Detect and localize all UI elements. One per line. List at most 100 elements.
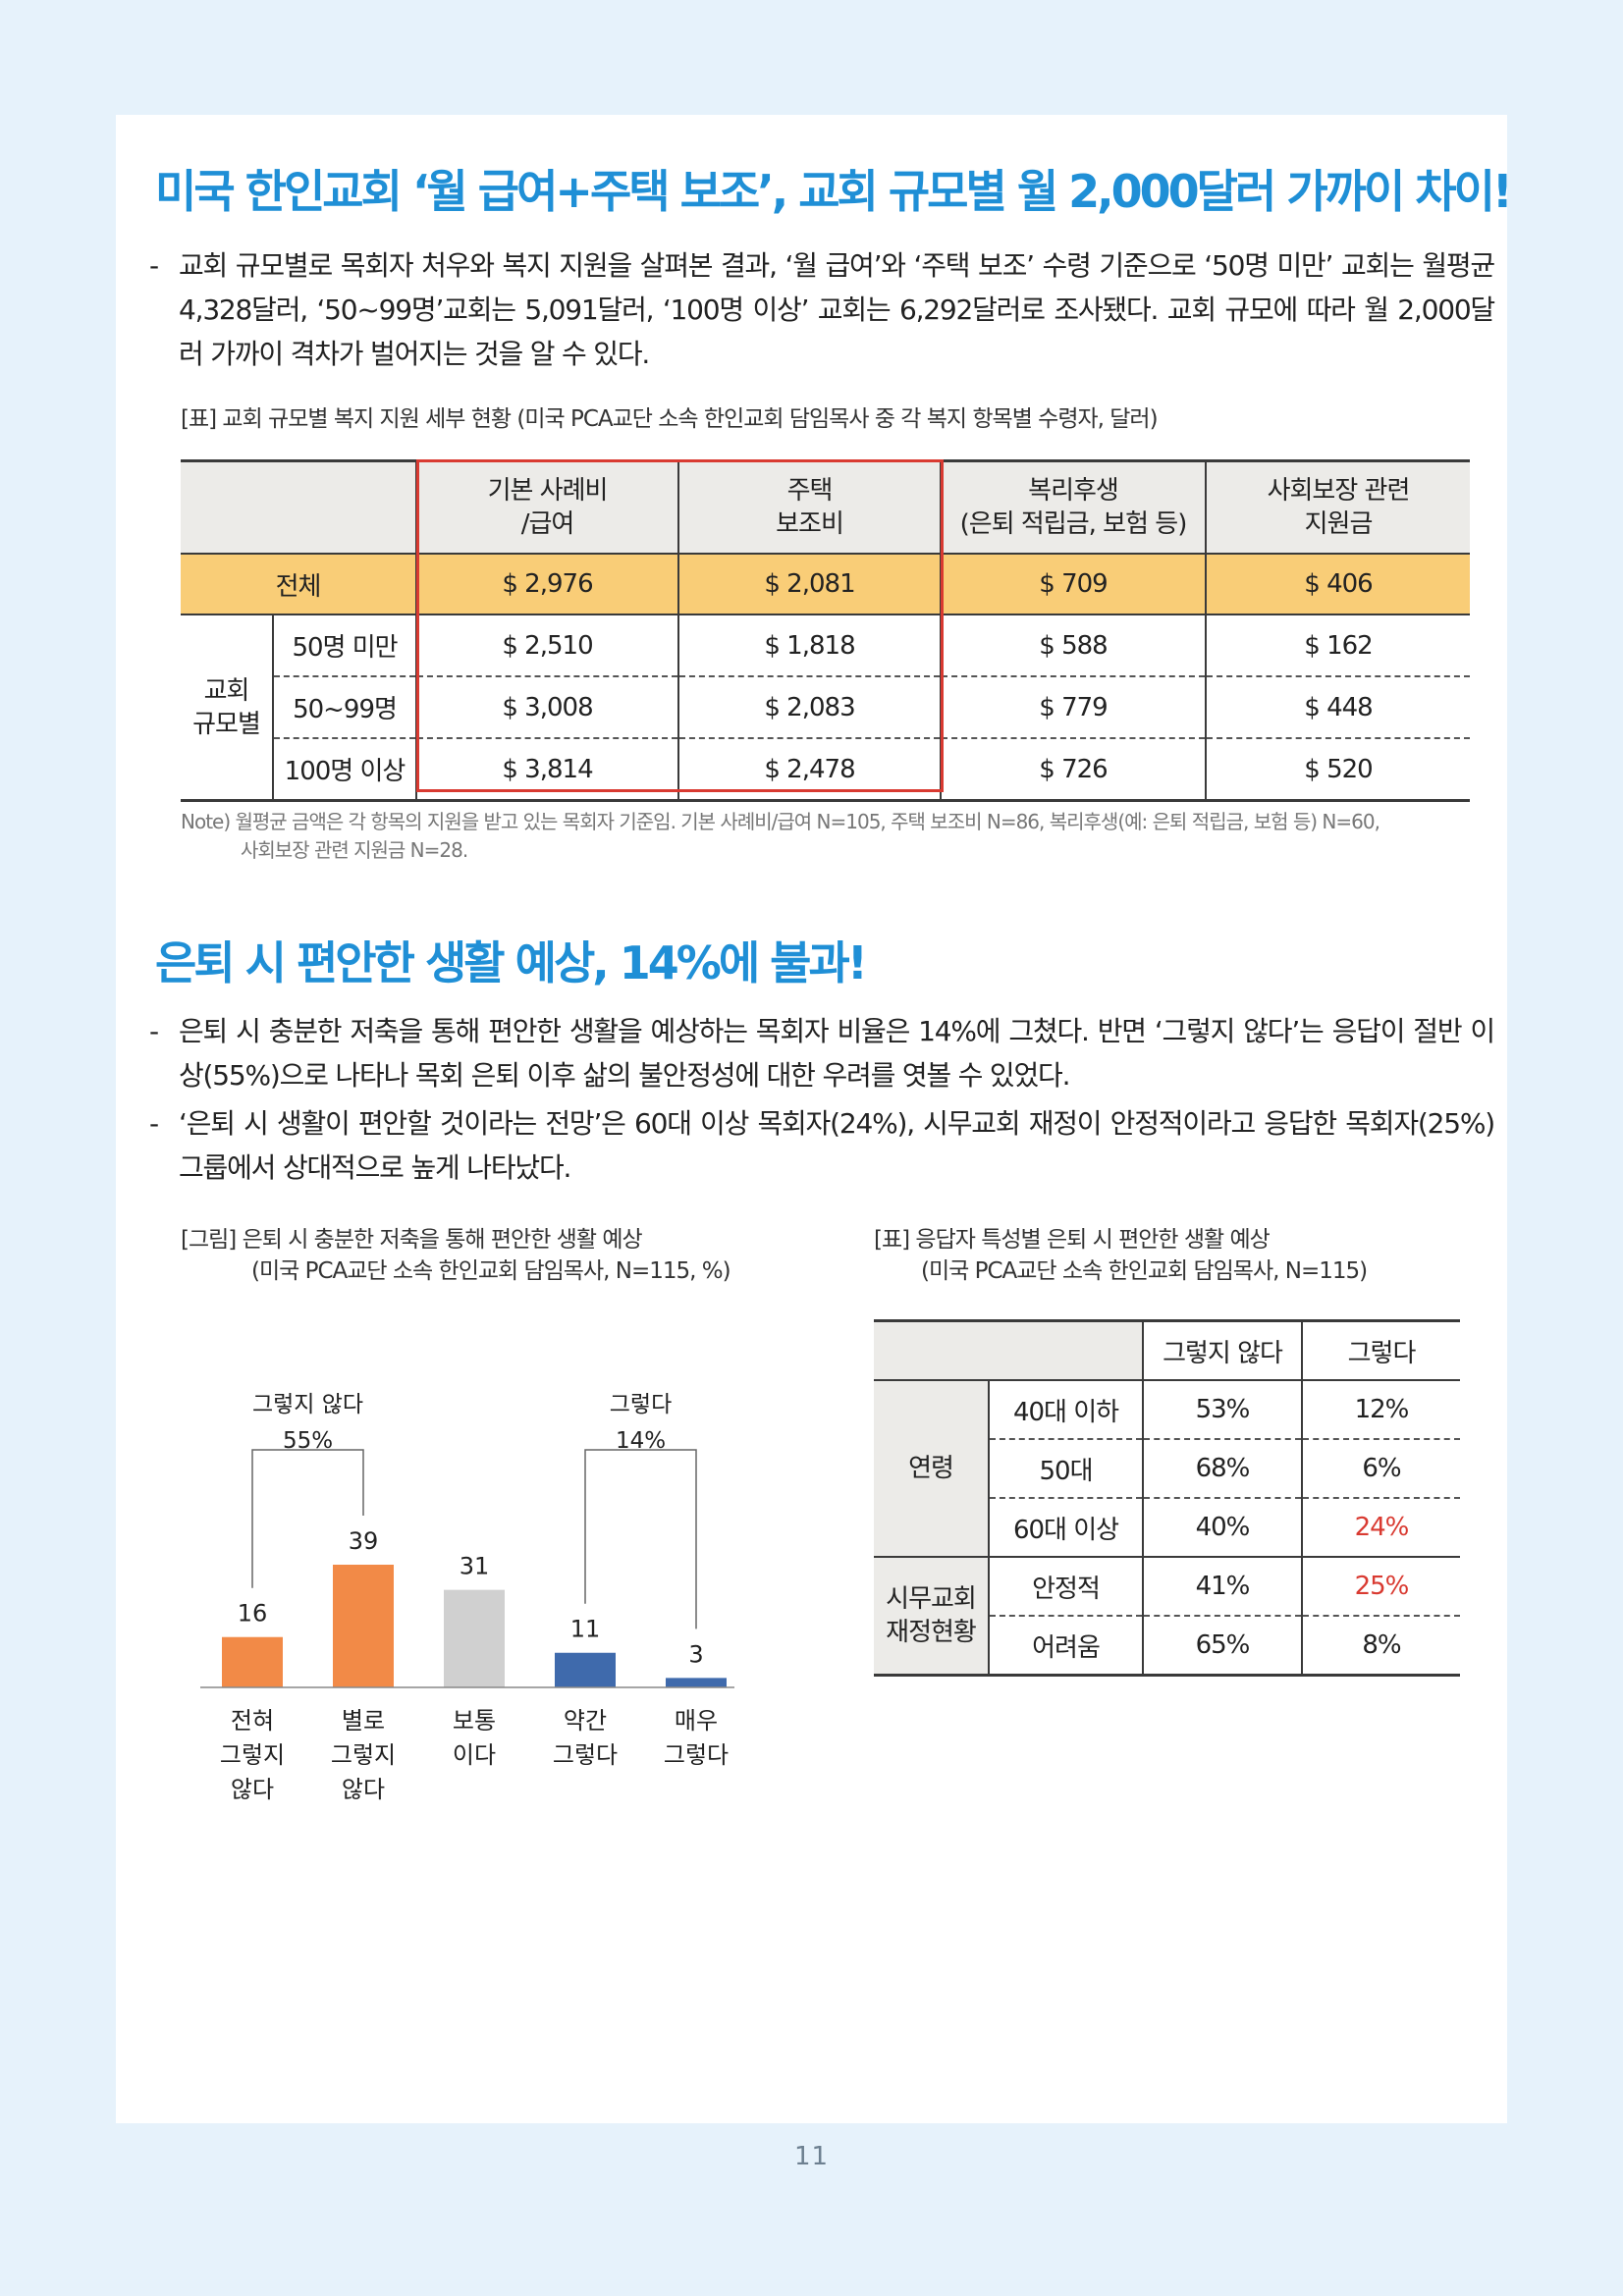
bullet-list-retirement: - 은퇴 시 충분한 저축을 통해 편안한 생활을 예상하는 목회자 비율은 14… — [149, 1009, 1495, 1194]
bullet-item: - ‘은퇴 시 생활이 편안할 것이라는 전망’은 60대 이상 목회자(24%)… — [149, 1101, 1495, 1190]
table-caption-retirement: [표] 응답자 특성별 은퇴 시 편안한 생활 예상 (미국 PCA교단 소속 … — [874, 1224, 1368, 1287]
value-cell: $ 779 — [940, 676, 1206, 739]
bar-value-label: 3 — [688, 1640, 703, 1668]
bar — [333, 1565, 394, 1687]
value-cell: 68% — [1142, 1438, 1302, 1498]
bar — [666, 1678, 727, 1687]
row-label: 안정적 — [988, 1556, 1143, 1616]
page: 미국 한인교회 ‘월 급여+주택 보조’, 교회 규모별 월 2,000달러 가… — [116, 115, 1513, 2123]
value-cell: $ 726 — [940, 738, 1206, 802]
value-cell: 65% — [1142, 1615, 1302, 1677]
value-cell: $ 3,008 — [415, 676, 678, 739]
value-cell: $ 162 — [1205, 614, 1470, 677]
value-cell: 24% — [1301, 1497, 1460, 1557]
value-cell: $ 3,814 — [415, 738, 678, 802]
value-cell: $ 2,976 — [415, 553, 678, 615]
header-cell: 기본 사례비/급여 — [415, 459, 678, 554]
value-cell: $ 1,818 — [677, 614, 941, 677]
category-label: 이다 — [453, 1741, 496, 1769]
group-label: 연령 — [874, 1379, 989, 1557]
row-label: 어려움 — [988, 1615, 1143, 1677]
category-label: 않다 — [231, 1776, 274, 1803]
value-cell: 12% — [1301, 1379, 1460, 1439]
bar — [555, 1652, 616, 1687]
value-cell: $ 2,083 — [677, 676, 941, 739]
header-empty — [181, 459, 416, 554]
value-cell: $ 709 — [940, 553, 1206, 615]
category-label: 그렇다 — [553, 1741, 618, 1769]
salary-table-header: 기본 사례비/급여 주택 보조비 복리후생 (은퇴 적립금, 보험 등) 사회보장 … — [181, 459, 1470, 554]
header-cell: 그렇지 않다 — [1142, 1319, 1302, 1380]
group-label: 시무교회 재정현황 — [874, 1556, 989, 1677]
retirement-bar-chart: 16전혀그렇지않다39별로그렇지않다31보통이다11약간그렇다3매우그렇다그렇지… — [200, 1392, 734, 1803]
salary-row: 100명 이상 $ 3,814 $ 2,478 $ 726 $ 520 — [181, 738, 1470, 802]
bar-value-label: 39 — [349, 1527, 379, 1555]
value-cell: $ 2,081 — [677, 553, 941, 615]
value-cell: $ 2,510 — [415, 614, 678, 677]
value-cell: 25% — [1301, 1556, 1460, 1616]
group-label: 그렇다 — [610, 1392, 672, 1417]
value-cell: $ 520 — [1205, 738, 1470, 802]
category-label: 않다 — [342, 1776, 385, 1803]
value-cell: $ 588 — [940, 614, 1206, 677]
bullet-dash: - — [149, 1015, 159, 1047]
retirement-row: 연령 40대 이하 53% 12% — [874, 1379, 1460, 1557]
group-bracket — [584, 1449, 697, 1629]
category-label: 그렇지 — [331, 1741, 396, 1769]
bar-value-label: 31 — [460, 1553, 490, 1580]
category-label: 전혀 — [231, 1707, 274, 1735]
category-label: 별로 — [342, 1707, 385, 1735]
category-label: 약간 — [564, 1707, 607, 1735]
value-cell: 8% — [1301, 1615, 1460, 1677]
value-cell: $ 406 — [1205, 553, 1470, 615]
header-cell: 그렇다 — [1301, 1319, 1460, 1380]
caption-line: (미국 PCA교단 소속 한인교회 담임목사, N=115, %) — [251, 1258, 731, 1284]
bar-value-label: 11 — [570, 1616, 601, 1643]
caption-line: (미국 PCA교단 소속 한인교회 담임목사, N=115) — [921, 1258, 1368, 1284]
note-line: 사회보장 관련 지원금 N=28. — [241, 838, 468, 862]
value-cell: 53% — [1142, 1379, 1302, 1439]
value-cell: $ 2,478 — [677, 738, 941, 802]
row-label: 50~99명 — [272, 676, 416, 739]
category-label: 그렇다 — [664, 1741, 729, 1769]
group-label: 교회 규모별 — [181, 614, 273, 802]
caption-line: [표] 응답자 특성별 은퇴 시 편안한 생활 예상 — [874, 1227, 1271, 1253]
bullet-text: 교회 규모별로 목회자 처우와 복지 지원을 살펴본 결과, ‘월 급여’와 ‘… — [179, 249, 1495, 370]
note-line: Note) 월평균 금액은 각 항목의 지원을 받고 있는 목회자 기준임. 기… — [181, 810, 1380, 833]
category-label: 그렇지 — [220, 1741, 285, 1769]
table-caption-salary: [표] 교회 규모별 복지 지원 세부 현황 (미국 PCA교단 소속 한인교회… — [181, 406, 1159, 432]
group-percent: 55% — [283, 1428, 333, 1454]
header-cell: 주택 보조비 — [677, 459, 941, 554]
salary-total-row: 전체 $ 2,976 $ 2,081 $ 709 $ 406 — [181, 553, 1470, 615]
group-bracket — [251, 1449, 364, 1588]
bullet-item: - 은퇴 시 충분한 저축을 통해 편안한 생활을 예상하는 목회자 비율은 14… — [149, 1009, 1495, 1097]
value-cell: 41% — [1142, 1556, 1302, 1616]
retirement-table-header: 그렇지 않다 그렇다 — [874, 1319, 1460, 1380]
row-label: 60대 이상 — [988, 1497, 1143, 1557]
bullet-list-salary: - 교회 규모별로 목회자 처우와 복지 지원을 살펴본 결과, ‘월 급여’와 … — [149, 243, 1495, 380]
salary-row: 50~99명 $ 3,008 $ 2,083 $ 779 $ 448 — [181, 676, 1470, 739]
caption-line: [그림] 은퇴 시 충분한 저축을 통해 편안한 생활 예상 — [181, 1227, 643, 1253]
table-note: Note) 월평균 금액은 각 항목의 지원을 받고 있는 목회자 기준임. 기… — [181, 808, 1496, 865]
bar — [444, 1589, 505, 1687]
bullet-item: - 교회 규모별로 목회자 처우와 복지 지원을 살펴본 결과, ‘월 급여’와 … — [149, 243, 1495, 376]
bullet-dash: - — [149, 1107, 159, 1140]
retirement-row: 시무교회 재정현황 안정적 41% 25% — [874, 1556, 1460, 1677]
page-number: 11 — [793, 2142, 830, 2171]
retirement-row: 60대 이상 40% 24% — [874, 1497, 1460, 1557]
value-cell: $ 448 — [1205, 676, 1470, 739]
bullet-text: 은퇴 시 충분한 저축을 통해 편안한 생활을 예상하는 목회자 비율은 14%… — [179, 1015, 1495, 1092]
bar-value-label: 16 — [238, 1600, 268, 1628]
header-empty — [874, 1319, 1143, 1380]
retirement-table: 그렇지 않다 그렇다 연령 40대 이하 53% 12% 50대 68% 6% 60대 이상 40%… — [874, 1319, 1460, 1677]
section-title-retirement: 은퇴 시 편안한 생활 예상, 14%에 불과! — [155, 936, 868, 989]
header-cell: 사회보장 관련 지원금 — [1205, 459, 1470, 554]
category-label: 보통 — [453, 1707, 496, 1735]
group-label: 그렇지 않다 — [252, 1392, 363, 1417]
bullet-dash: - — [149, 249, 159, 282]
figure-caption: [그림] 은퇴 시 충분한 저축을 통해 편안한 생활 예상 (미국 PCA교단… — [181, 1224, 731, 1287]
row-label: 50대 — [988, 1438, 1143, 1498]
bar — [222, 1636, 283, 1687]
retirement-row: 어려움 65% 8% — [874, 1615, 1460, 1677]
salary-row: 교회 규모별 50명 미만 $ 2,510 $ 1,818 $ 588 $ 162 — [181, 614, 1470, 802]
